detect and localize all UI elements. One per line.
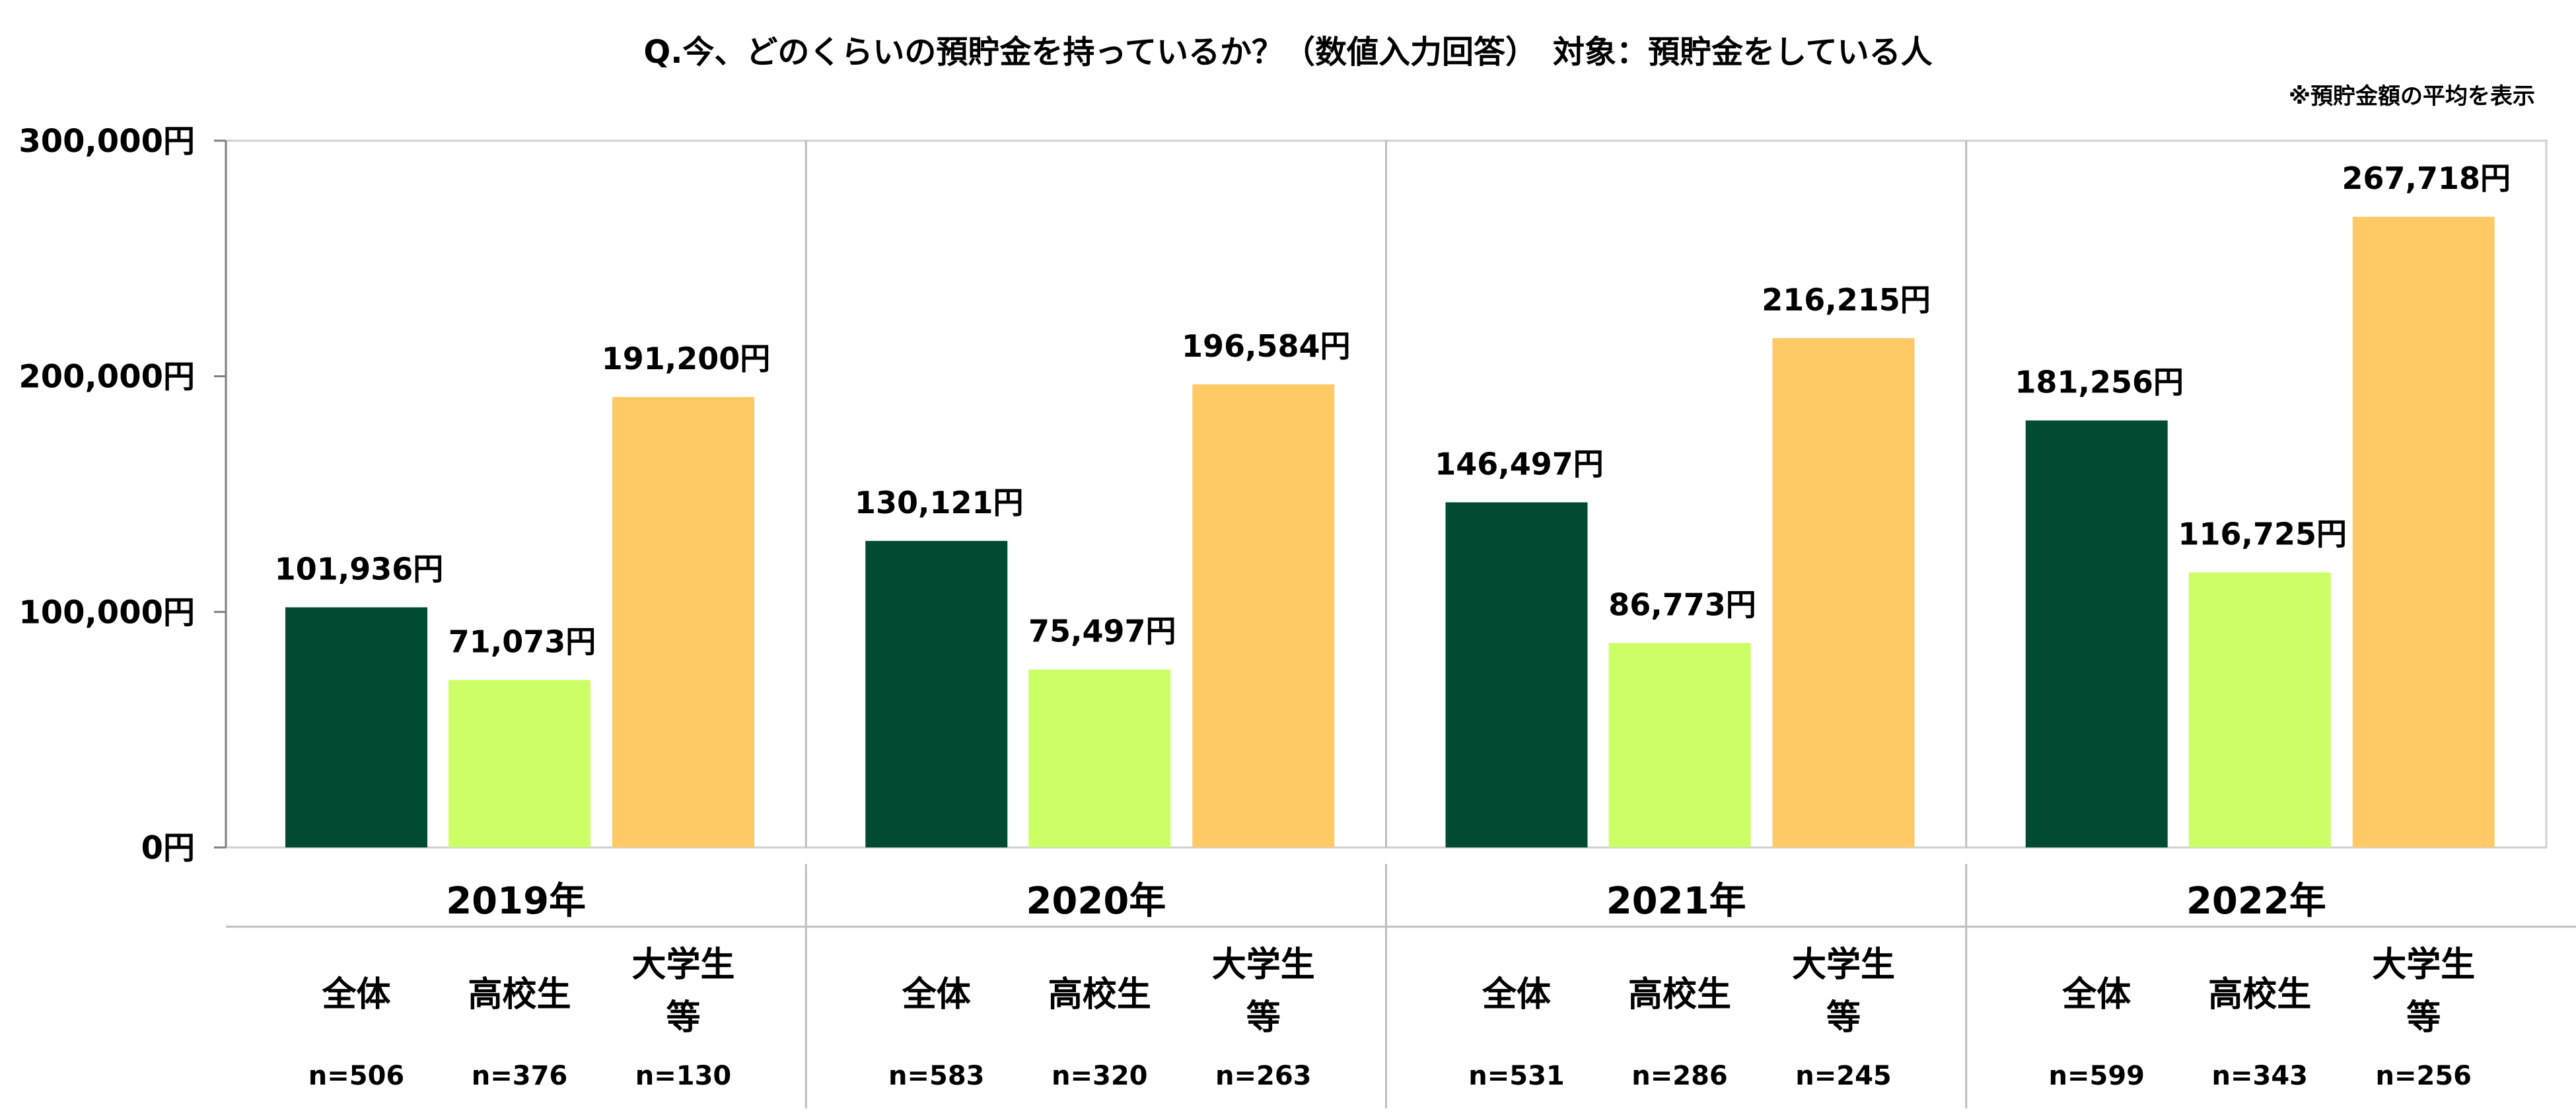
- group-name: 大学生: [1792, 945, 1895, 985]
- bar: [448, 680, 590, 847]
- sample-size: n=263: [1215, 1061, 1312, 1091]
- sample-size: n=286: [1631, 1061, 1728, 1091]
- group-name: 大学生: [2372, 945, 2475, 985]
- data-label: 71,073円: [448, 624, 596, 660]
- data-label: 216,215円: [1762, 282, 1931, 318]
- data-label: 101,936円: [275, 551, 444, 587]
- data-label: 196,584円: [1182, 328, 1351, 364]
- sample-size: n=320: [1052, 1061, 1148, 1091]
- data-label: 130,121円: [855, 485, 1024, 520]
- sample-size: n=130: [635, 1061, 732, 1091]
- data-label: 86,773円: [1608, 587, 1756, 623]
- group-name: 全体: [902, 975, 971, 1015]
- bar: [612, 397, 754, 847]
- bar: [2188, 572, 2331, 847]
- category-label: 2022年: [2186, 880, 2326, 923]
- y-tick-label: 300,000円: [18, 123, 195, 160]
- group-name: 等: [666, 998, 700, 1038]
- y-tick-label: 200,000円: [18, 359, 195, 396]
- bar: [1192, 384, 1335, 847]
- data-label: 191,200円: [602, 341, 771, 376]
- data-label: 267,718円: [2342, 161, 2511, 196]
- bar: [1028, 669, 1171, 847]
- sample-size: n=343: [2212, 1061, 2308, 1091]
- data-label: 146,497円: [1435, 446, 1604, 482]
- group-name: 全体: [1482, 975, 1551, 1015]
- y-tick-label: 0円: [141, 830, 195, 867]
- bar: [1772, 338, 1915, 848]
- chart-note: ※預貯金額の平均を表示: [2289, 83, 2535, 110]
- bar: [2352, 217, 2495, 847]
- sample-size: n=583: [888, 1061, 985, 1091]
- bar: [1608, 643, 1751, 847]
- category-label: 2020年: [1026, 880, 1166, 923]
- bar: [1445, 502, 1588, 847]
- chart-title: Q.今、どのくらいの預貯金を持っているか？（数値入力回答） 対象：預貯金をしてい…: [643, 34, 1932, 71]
- category-label: 2021年: [1606, 880, 1746, 923]
- group-name: 大学生: [1212, 945, 1315, 985]
- group-name: 全体: [321, 975, 390, 1015]
- data-label: 181,256円: [2015, 365, 2184, 400]
- sample-size: n=531: [1468, 1061, 1565, 1091]
- group-name: 大学生: [631, 945, 734, 985]
- group-name: 全体: [2061, 975, 2131, 1015]
- sample-size: n=506: [308, 1061, 405, 1091]
- data-label: 116,725円: [2178, 517, 2347, 552]
- group-name: 等: [1246, 998, 1281, 1038]
- category-label: 2019年: [446, 880, 586, 923]
- bar: [2025, 420, 2168, 847]
- group-name: 高校生: [468, 975, 571, 1015]
- group-name: 等: [1826, 998, 1861, 1038]
- y-tick-label: 100,000円: [18, 594, 195, 631]
- bar: [285, 607, 427, 847]
- sample-size: n=256: [2376, 1061, 2472, 1091]
- bar: [865, 540, 1008, 847]
- group-name: 高校生: [2208, 975, 2311, 1015]
- group-name: 等: [2406, 998, 2441, 1038]
- group-name: 高校生: [1048, 975, 1151, 1015]
- group-name: 高校生: [1628, 975, 1731, 1015]
- sample-size: n=245: [1795, 1061, 1892, 1091]
- data-label: 75,497円: [1028, 614, 1176, 649]
- sample-size: n=376: [472, 1061, 568, 1091]
- sample-size: n=599: [2049, 1061, 2145, 1091]
